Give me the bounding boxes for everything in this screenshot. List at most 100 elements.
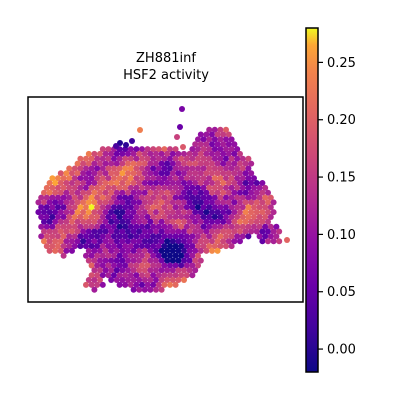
spatial-spot <box>267 233 274 240</box>
spatial-spot <box>245 233 252 240</box>
spatial-spot <box>91 189 98 196</box>
spatial-spot <box>49 194 56 201</box>
spatial-spot <box>141 286 148 293</box>
spatial-spot <box>144 223 151 230</box>
spatial-spot <box>113 247 120 254</box>
spatial-spot <box>147 247 154 254</box>
spatial-spot <box>113 170 120 177</box>
spatial-spot <box>211 243 218 250</box>
spatial-spot <box>74 170 81 177</box>
spatial-spot <box>102 238 109 245</box>
spatial-spot <box>136 228 143 235</box>
spatial-spot <box>175 189 182 196</box>
spatial-spot <box>169 199 176 206</box>
spatial-spot <box>150 165 157 172</box>
spatial-spot <box>113 238 120 245</box>
spatial-spot <box>94 194 101 201</box>
spatial-spot <box>63 209 70 216</box>
spatial-spot <box>186 199 193 206</box>
spatial-spot <box>119 160 126 167</box>
spatial-spot <box>167 272 173 279</box>
spatial-spot <box>183 175 190 182</box>
spatial-spot <box>164 218 171 225</box>
spatial-spot <box>127 252 134 259</box>
spatial-spot <box>66 214 73 220</box>
spatial-spot <box>164 189 171 196</box>
spatial-spot <box>153 150 159 157</box>
spatial-spot <box>214 141 221 148</box>
spatial-spot <box>158 228 165 235</box>
spatial-spot <box>80 170 87 177</box>
spatial-spot <box>88 281 95 288</box>
spatial-spot <box>57 189 64 196</box>
spatial-spot <box>251 204 257 211</box>
spatial-spot <box>248 160 255 167</box>
spatial-spot <box>183 165 190 172</box>
spatial-spot <box>63 170 70 177</box>
spatial-spot <box>94 184 101 191</box>
spatial-spot <box>122 175 129 182</box>
spatial-spot <box>136 218 143 225</box>
spatial-spot <box>102 247 109 254</box>
spatial-spot <box>119 267 126 274</box>
spatial-spot <box>99 204 106 211</box>
spatial-spot <box>158 170 165 177</box>
spatial-spot <box>234 155 241 162</box>
spatial-spot <box>189 272 196 279</box>
spatial-spot <box>130 160 137 167</box>
plot-frame <box>27 96 304 303</box>
spatial-spot <box>88 175 95 182</box>
spatial-spot <box>175 150 182 157</box>
spatial-spot <box>94 243 101 250</box>
spatial-spot <box>91 228 98 235</box>
spatial-spot <box>192 199 199 206</box>
spatial-spot <box>139 214 145 220</box>
spatial-spot <box>69 218 75 225</box>
spatial-spot <box>220 199 227 206</box>
spatial-spot <box>223 165 229 172</box>
spatial-spot <box>105 243 112 250</box>
spatial-spot <box>178 214 185 220</box>
spatial-spot <box>99 146 106 153</box>
spatial-spot <box>209 218 215 225</box>
spatial-spot <box>155 184 162 191</box>
spatial-spot <box>66 175 73 182</box>
spatial-spot <box>189 223 196 230</box>
spatial-spot <box>113 189 120 196</box>
spatial-spot <box>141 199 148 206</box>
spatial-spot <box>223 214 229 220</box>
spatial-spot <box>69 170 75 177</box>
spatial-spot <box>155 243 162 250</box>
spatial-spot <box>178 194 185 201</box>
spatial-spot <box>139 175 145 182</box>
spatial-spot <box>122 214 129 220</box>
spatial-spot <box>105 252 112 259</box>
spatial-spot <box>122 233 129 240</box>
spatial-spot <box>80 238 87 245</box>
spatial-spot <box>195 214 201 220</box>
spatial-spot <box>206 126 213 133</box>
spatial-spot <box>214 209 221 216</box>
spatial-spot <box>242 209 249 216</box>
spatial-spot <box>169 189 176 196</box>
spatial-spot <box>85 170 92 177</box>
spatial-spot <box>200 214 207 220</box>
colorbar-ticks: 0.00 0.05 0.10 0.15 0.20 0.25 <box>318 56 356 358</box>
spatial-spot <box>203 189 210 196</box>
spatial-spot <box>49 233 56 240</box>
spatial-spot <box>94 233 101 240</box>
spatial-spot <box>60 194 67 201</box>
spatial-spot <box>136 209 143 216</box>
spatial-spot <box>234 165 241 172</box>
spatial-spot <box>200 146 207 153</box>
spatial-spot <box>251 194 257 201</box>
spatial-spot <box>172 233 179 240</box>
spatial-spot <box>155 175 162 182</box>
spatial-spot <box>153 170 159 177</box>
spatial-spot <box>209 131 215 138</box>
spatial-spot <box>203 247 210 254</box>
spatial-spot <box>239 184 246 191</box>
spatial-spot <box>183 243 190 250</box>
spatial-spot <box>147 150 154 157</box>
spatial-spot <box>225 238 232 245</box>
